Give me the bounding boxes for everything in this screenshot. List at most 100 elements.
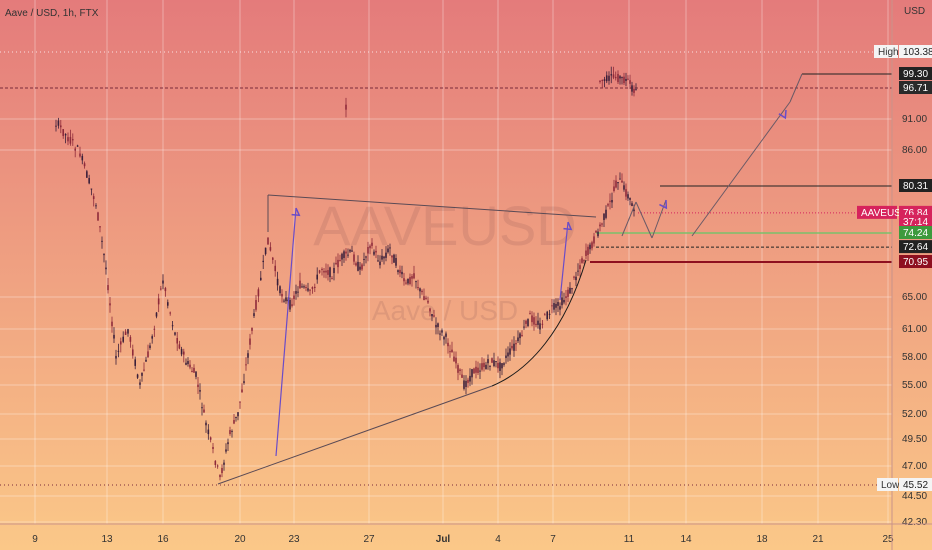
candle-body — [569, 287, 571, 294]
candle-body — [343, 251, 345, 258]
candle-body — [621, 180, 623, 183]
candle-body — [431, 314, 433, 317]
candle-body — [599, 224, 601, 227]
candle-body — [499, 362, 501, 371]
projection-leg-5[interactable] — [789, 73, 803, 103]
candle-body — [609, 200, 611, 202]
projection-leg-4[interactable] — [691, 101, 791, 237]
candle-body — [124, 331, 127, 335]
price-tag-96-bg — [899, 81, 932, 94]
candle-body — [81, 155, 84, 161]
candle-body — [393, 254, 395, 263]
price-tag-72: 72.64 — [903, 242, 928, 253]
candle-body — [475, 366, 477, 373]
candle-body — [513, 343, 515, 351]
candle-body — [519, 333, 521, 339]
measured-move-arrow-right[interactable] — [559, 221, 569, 301]
candle-body — [629, 197, 631, 200]
candle-body — [591, 242, 593, 249]
candle-body — [548, 313, 551, 315]
candle-body — [537, 320, 539, 325]
x-tick-label: 18 — [756, 534, 768, 545]
candle-body — [531, 315, 533, 323]
low-value-tag: 45.52 — [903, 480, 928, 491]
triangle-upper-trendline[interactable] — [267, 194, 597, 218]
candle-body — [329, 267, 331, 278]
candle-body — [76, 145, 79, 147]
candle-body — [90, 188, 93, 190]
candle-body — [601, 223, 603, 225]
candle-body — [483, 362, 485, 368]
candle-body — [353, 254, 355, 262]
candle-body — [276, 278, 279, 286]
candle-body — [633, 88, 635, 93]
high-label-tag: High — [878, 47, 899, 58]
candle-body — [369, 245, 371, 249]
measured-move-arrowhead-left[interactable] — [291, 207, 301, 217]
candle-body — [423, 296, 425, 301]
candle-body — [589, 244, 591, 250]
symbol-tag: AAVEUSD — [861, 208, 908, 219]
candle-body — [164, 287, 167, 292]
candle-body — [421, 290, 423, 293]
candle-body — [349, 249, 351, 252]
candle-body — [451, 349, 453, 353]
candle-body — [136, 374, 139, 378]
candle-body — [241, 389, 243, 393]
candle-body — [411, 276, 413, 279]
candle-body — [193, 367, 195, 373]
candle-body — [109, 303, 111, 306]
candle-body — [399, 269, 401, 274]
candle-body — [274, 265, 276, 272]
candle-body — [201, 407, 203, 409]
candle-body — [614, 76, 617, 79]
last-price-tag: 76.84 — [903, 208, 928, 219]
symbol-tag-bg — [857, 205, 897, 219]
candle-body — [269, 247, 272, 251]
x-tick-label: 13 — [101, 534, 113, 545]
candle-body — [625, 78, 627, 81]
price-tags: High 103.38 99.30 96.71 80.31 AAVEUSD76.8437:… — [857, 45, 932, 491]
candle-body — [180, 348, 183, 355]
projection-arrowhead-2[interactable] — [778, 109, 787, 120]
x-tick-label: 20 — [234, 534, 246, 545]
candle-body — [373, 251, 375, 255]
candle-body — [335, 262, 337, 265]
candle-body — [357, 261, 359, 271]
candle-body — [74, 148, 76, 151]
y-tick-label: 61.00 — [902, 324, 927, 335]
candle-body — [174, 332, 176, 335]
candle-body — [345, 104, 347, 110]
candle-body — [195, 371, 197, 377]
candle-body — [585, 250, 587, 256]
projection-leg-1[interactable] — [621, 201, 637, 237]
parabolic-support-curve[interactable] — [491, 259, 587, 387]
measured-move-arrowhead-right[interactable] — [563, 221, 573, 231]
drawings[interactable] — [217, 73, 803, 485]
candle-body — [107, 285, 109, 291]
candle-body — [571, 288, 573, 290]
candle-body — [231, 430, 233, 432]
candle-body — [325, 270, 327, 273]
candle-body — [405, 282, 407, 284]
candle-body — [79, 153, 81, 157]
projection-leg-2[interactable] — [635, 201, 653, 239]
candle-body — [613, 186, 615, 191]
candle-body — [371, 242, 373, 246]
candle-body — [314, 286, 316, 289]
candle-body — [299, 280, 301, 289]
candle-body — [377, 260, 379, 262]
projection-arrowhead-1[interactable] — [659, 199, 668, 210]
candle-body — [216, 465, 219, 467]
watermark: AAVEUSD Aave / USD — [313, 194, 576, 326]
candle-body — [327, 270, 329, 275]
measured-move-arrow-left[interactable] — [275, 207, 297, 457]
x-tick-label: 9 — [32, 534, 38, 545]
candle-body — [347, 254, 349, 256]
candle-body — [407, 278, 409, 284]
x-tick-label: 16 — [157, 534, 169, 545]
candle-body — [249, 338, 251, 345]
triangle-lower-trendline[interactable] — [217, 385, 493, 485]
